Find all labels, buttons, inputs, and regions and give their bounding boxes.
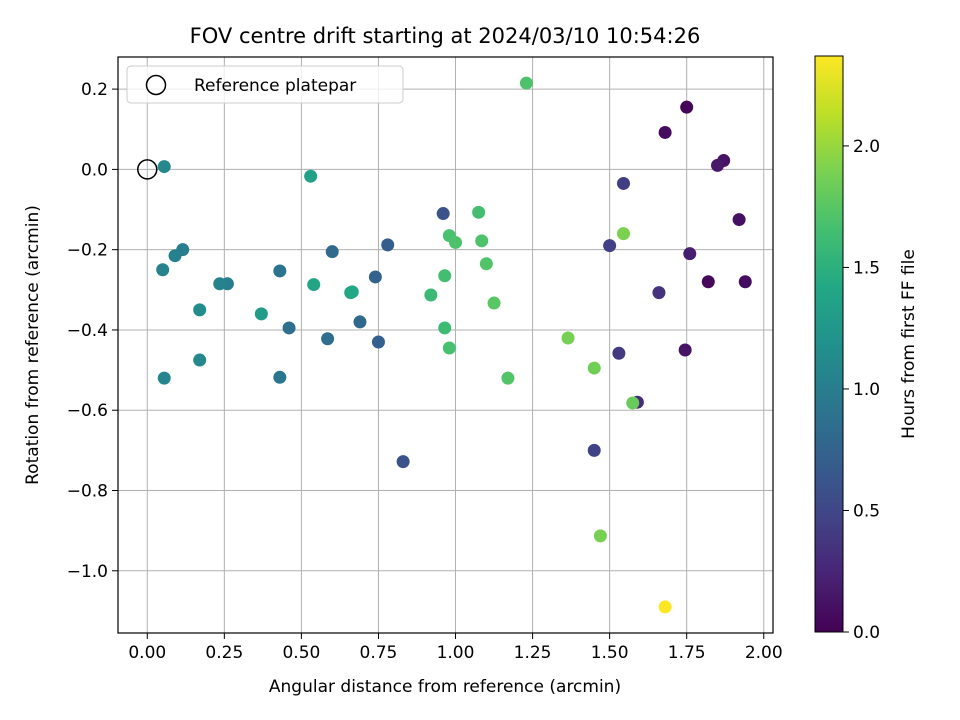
scatter-point <box>587 443 601 457</box>
scatter-point <box>156 263 170 277</box>
scatter-point <box>587 361 601 375</box>
scatter-point <box>479 257 493 271</box>
colorbar-tick-label: 1.0 <box>853 380 880 400</box>
x-tick-label: 0.00 <box>128 643 166 663</box>
plot-frame <box>117 56 774 634</box>
scatter-point <box>701 275 715 289</box>
scatter-point <box>658 125 672 139</box>
scatter-point <box>501 371 515 385</box>
scatter-point <box>193 303 207 317</box>
scatter-point <box>475 234 489 248</box>
x-tick-label: 0.50 <box>282 643 320 663</box>
y-tick-label: 0.0 <box>81 160 108 180</box>
scatter-point <box>304 169 318 183</box>
scatter-point <box>273 370 287 384</box>
scatter-point <box>371 335 385 349</box>
scatter-point <box>617 176 631 190</box>
x-tick-label: 1.50 <box>591 643 629 663</box>
scatter-point <box>612 346 626 360</box>
colorbar <box>814 55 844 633</box>
scatter-point <box>168 249 182 263</box>
x-axis-ticks: 0.00 0.25 0.50 0.75 1.00 1.25 1.50 1.75 2.00 <box>128 633 783 663</box>
chart-title: FOV centre drift starting at 2024/03/10 … <box>190 24 701 48</box>
colorbar-label: Hours from first FF file <box>899 249 919 439</box>
y-axis-label: Rotation from reference (arcmin) <box>23 205 43 485</box>
scatter-point <box>438 321 452 335</box>
colorbar-tick-label: 0.0 <box>853 623 880 643</box>
scatter-point <box>307 278 321 292</box>
x-tick-label: 2.00 <box>745 643 783 663</box>
scatter-point <box>626 396 640 410</box>
scatter-point <box>652 286 666 300</box>
grid-lines <box>118 57 773 633</box>
y-tick-label: −0.4 <box>67 321 108 341</box>
scatter-point <box>282 321 296 335</box>
y-tick-label: −1.0 <box>67 562 108 582</box>
scatter-point <box>213 277 227 291</box>
scatter-point <box>321 332 335 346</box>
colorbar-ticks: 0.0 0.5 1.0 1.5 2.0 <box>843 137 880 643</box>
scatter-point <box>683 247 697 261</box>
scatter-point <box>617 227 631 241</box>
scatter-points <box>156 76 752 614</box>
scatter-point <box>711 158 725 172</box>
scatter-point <box>449 235 463 249</box>
x-tick-label: 0.25 <box>205 643 243 663</box>
scatter-point <box>738 275 752 289</box>
reference-platepar-marker <box>137 159 158 180</box>
legend-entry-label: Reference platepar <box>194 76 356 96</box>
x-axis-label: Angular distance from reference (arcmin) <box>269 677 621 697</box>
colorbar-tick-label: 1.5 <box>853 258 880 278</box>
scatter-point <box>396 455 410 469</box>
scatter-point <box>353 315 367 329</box>
scatter-point <box>436 207 450 221</box>
scatter-point <box>368 270 382 284</box>
y-tick-label: −0.8 <box>67 482 108 502</box>
y-tick-label: 0.2 <box>81 80 108 100</box>
y-tick-label: −0.2 <box>67 241 108 261</box>
legend-open-circle-icon <box>145 74 167 96</box>
scatter-point <box>438 269 452 283</box>
x-tick-label: 0.75 <box>360 643 398 663</box>
scatter-point <box>157 160 171 174</box>
x-tick-label: 1.75 <box>668 643 706 663</box>
x-tick-label: 1.25 <box>514 643 552 663</box>
scatter-point <box>603 239 617 253</box>
scatter-point <box>442 341 456 355</box>
scatter-point <box>732 213 746 227</box>
scatter-point <box>472 205 486 219</box>
scatter-point <box>658 600 672 614</box>
legend-box <box>126 65 404 104</box>
colorbar-tick-label: 2.0 <box>853 137 880 157</box>
scatter-point <box>325 245 339 259</box>
x-tick-label: 1.00 <box>437 643 475 663</box>
scatter-point <box>157 371 171 385</box>
legend: Reference platepar <box>126 65 404 104</box>
scatter-point <box>345 285 359 299</box>
y-axis-ticks: 0.2 0.0 −0.2 −0.4 −0.6 −0.8 −1.0 <box>67 80 118 582</box>
y-tick-label: −0.6 <box>67 401 108 421</box>
scatter-point <box>273 264 287 278</box>
scatter-point <box>381 238 395 252</box>
scatter-point <box>561 331 575 345</box>
scatter-point <box>593 529 607 543</box>
scatter-point <box>193 353 207 367</box>
scatter-point <box>680 100 694 114</box>
scatter-point <box>519 76 533 90</box>
scatter-point <box>254 307 268 321</box>
scatter-point <box>424 288 438 302</box>
scatter-point <box>487 296 501 310</box>
colorbar-tick-label: 0.5 <box>853 501 880 521</box>
scatter-point <box>678 343 692 357</box>
